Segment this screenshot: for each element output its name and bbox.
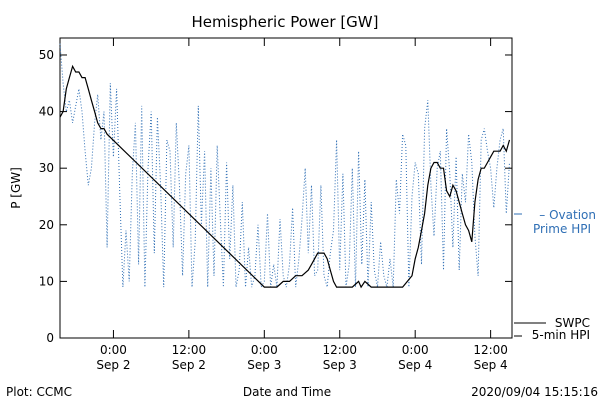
y-axis-label: P [GW] bbox=[9, 167, 23, 209]
x-tick-time-label: 12:00 bbox=[172, 343, 207, 357]
legend-label-ovation: – Ovation bbox=[539, 208, 596, 222]
x-tick-time-label: 12:00 bbox=[473, 343, 508, 357]
footer-timestamp: 2020/09/04 15:15:16 bbox=[471, 385, 598, 399]
x-tick-day-label: Sep 2 bbox=[96, 358, 130, 372]
footer-plot-source: Plot: CCMC bbox=[6, 385, 72, 399]
y-tick-label: 50 bbox=[39, 48, 54, 62]
y-tick-label: 20 bbox=[39, 218, 54, 232]
x-tick-day-label: Sep 4 bbox=[474, 358, 508, 372]
y-tick-label: 0 bbox=[46, 331, 54, 345]
x-tick-day-label: Sep 4 bbox=[398, 358, 432, 372]
x-tick-day-label: Sep 3 bbox=[323, 358, 357, 372]
legend-label-swpc: SWPC bbox=[555, 316, 590, 330]
series-line-swpc bbox=[59, 64, 511, 289]
x-tick-time-label: 0:00 bbox=[251, 343, 278, 357]
x-tick-day-label: Sep 3 bbox=[247, 358, 281, 372]
legend-label-ovation-2: Prime HPI bbox=[533, 222, 591, 236]
x-tick-time-label: 0:00 bbox=[100, 343, 127, 357]
x-tick-time-label: 0:00 bbox=[402, 343, 429, 357]
y-tick-label: 40 bbox=[39, 105, 54, 119]
y-axis: 0 10 20 30 40 50 bbox=[39, 48, 512, 345]
footer-xlabel: Date and Time bbox=[243, 385, 331, 399]
x-tick-time-label: 12:00 bbox=[322, 343, 357, 357]
x-tick-day-label: Sep 2 bbox=[172, 358, 206, 372]
y-tick-label: 10 bbox=[39, 274, 54, 288]
series-layer bbox=[59, 43, 511, 289]
chart-title: Hemispheric Power [GW] bbox=[192, 13, 379, 31]
legend-label-swpc-2: 5-min HPI bbox=[532, 328, 590, 342]
plot-frame bbox=[59, 37, 513, 339]
y-tick-label: 30 bbox=[39, 161, 54, 175]
